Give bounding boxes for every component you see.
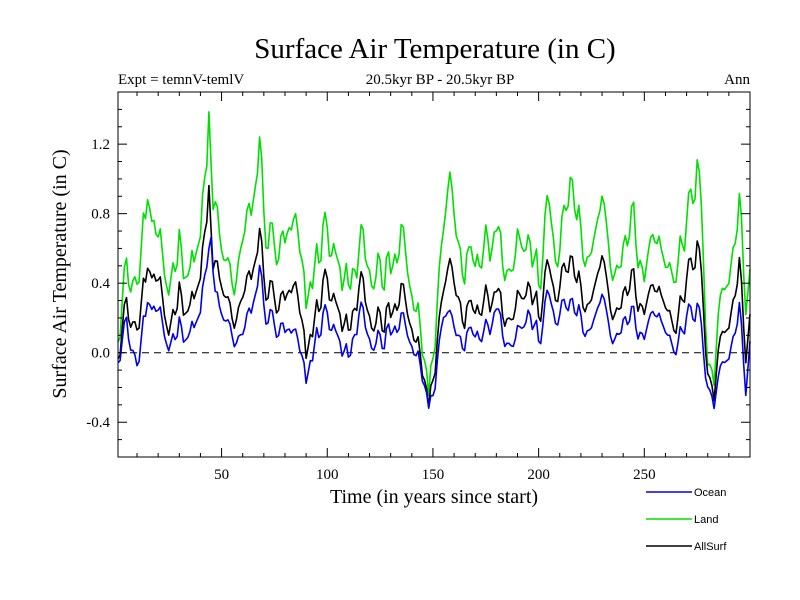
- legend-label-ocean: Ocean: [694, 487, 726, 499]
- x-tick-label: 250: [633, 467, 656, 483]
- x-tick-label: 100: [316, 467, 339, 483]
- experiment-label: Expt = temnV-temlV: [118, 72, 244, 88]
- series-line-ocean: [117, 236, 751, 410]
- season-label: Ann: [724, 72, 750, 88]
- series-line-land: [117, 111, 751, 397]
- chart-title: Surface Air Temperature (in C): [254, 33, 615, 65]
- y-tick-label: 1.2: [91, 137, 110, 153]
- series-layer: [117, 111, 751, 410]
- x-tick-label: 50: [214, 467, 229, 483]
- plot-frame: [117, 91, 751, 458]
- legend: Ocean Land AllSurf: [646, 487, 727, 553]
- y-tick-label: -0.4: [86, 415, 110, 431]
- y-tick-label: 0.0: [91, 346, 110, 362]
- y-tick-label: 0.4: [91, 276, 110, 292]
- y-axis-label: Surface Air Temperature (in C): [49, 149, 71, 398]
- legend-label-allsurf: AllSurf: [694, 541, 727, 553]
- chart-subtitle: 20.5kyr BP - 20.5kyr BP: [366, 72, 515, 88]
- y-axis: -0.4 0.0 0.4 0.8 1.2: [86, 108, 750, 441]
- x-tick-label: 200: [527, 467, 550, 483]
- x-axis-label: Time (in years since start): [330, 486, 538, 508]
- y-tick-label: 0.8: [91, 207, 110, 223]
- series-line-allsurf: [117, 184, 751, 408]
- x-tick-label: 150: [422, 467, 445, 483]
- legend-label-land: Land: [694, 514, 718, 526]
- x-axis: 50 100 150 200 250: [136, 92, 730, 483]
